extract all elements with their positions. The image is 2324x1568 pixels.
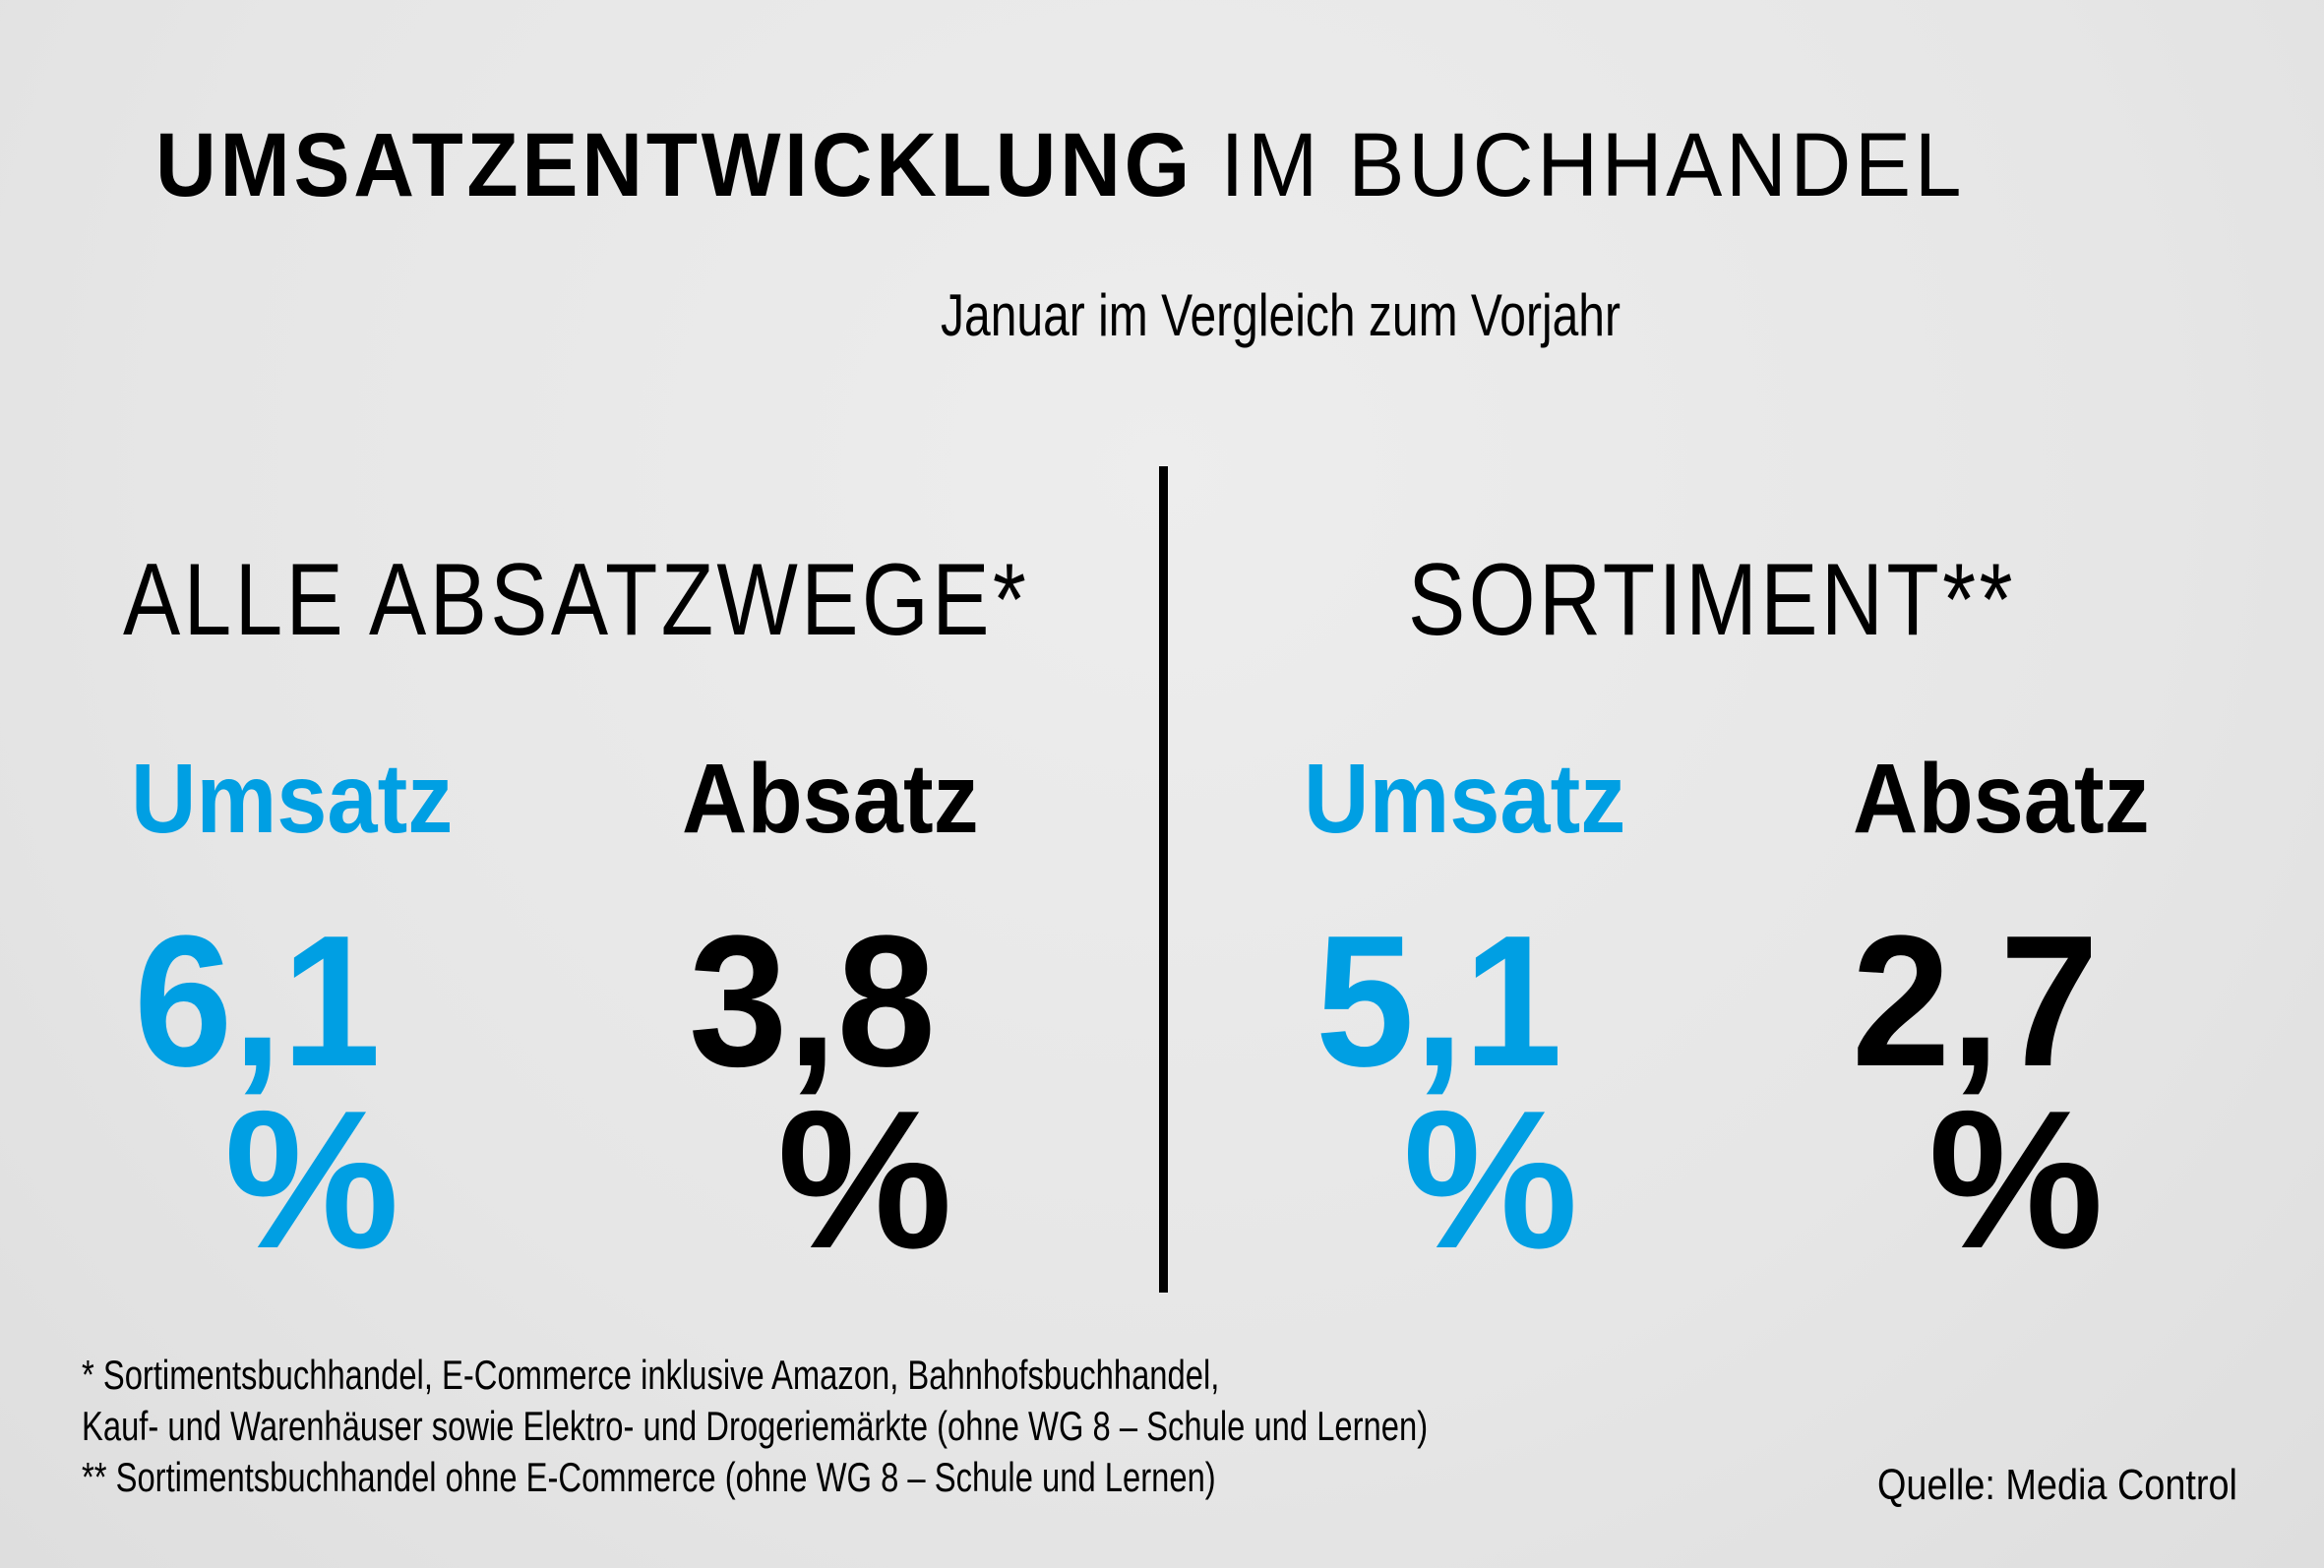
metric-value-umsatz: 5,1 — [1315, 897, 1562, 1106]
section-heading-sortiment: SORTIMENT** — [1408, 543, 2016, 657]
footnote-line: Kauf- und Warenhäuser sowie Elektro- und… — [82, 1403, 1429, 1449]
footnote-line: ** Sortimentsbuchhandel ohne E-Commerce … — [82, 1454, 1216, 1500]
page-title-bold: UMSATZENTWICKLUNG — [155, 115, 1193, 215]
metric-value-absatz: 2,7 — [1852, 897, 2099, 1106]
metric-unit-umsatz: % — [224, 1070, 399, 1290]
page-title-light: IM BUCHHANDEL — [1220, 115, 1966, 215]
section-divider — [1159, 466, 1168, 1293]
metric-unit-umsatz: % — [1403, 1070, 1578, 1290]
metric-label-absatz: Absatz — [682, 744, 979, 854]
metric-label-absatz: Absatz — [1853, 744, 2150, 854]
metric-unit-absatz: % — [777, 1070, 952, 1290]
metric-value-umsatz: 6,1 — [134, 897, 381, 1106]
page-title: UMSATZENTWICKLUNG IM BUCHHANDEL — [155, 116, 1965, 214]
metric-value-absatz: 3,8 — [689, 897, 936, 1106]
metric-unit-absatz: % — [1928, 1070, 2104, 1290]
footnote-line: * Sortimentsbuchhandel, E-Commerce inklu… — [82, 1352, 1220, 1398]
source-credit: Quelle: Media Control — [1877, 1461, 2237, 1509]
metric-label-umsatz: Umsatz — [1304, 744, 1626, 854]
section-heading-alle-absatzwege: ALLE ABSATZWEGE* — [123, 543, 1030, 657]
metric-label-umsatz: Umsatz — [131, 744, 454, 854]
page-subtitle: Januar im Vergleich zum Vorjahr — [941, 282, 1621, 348]
